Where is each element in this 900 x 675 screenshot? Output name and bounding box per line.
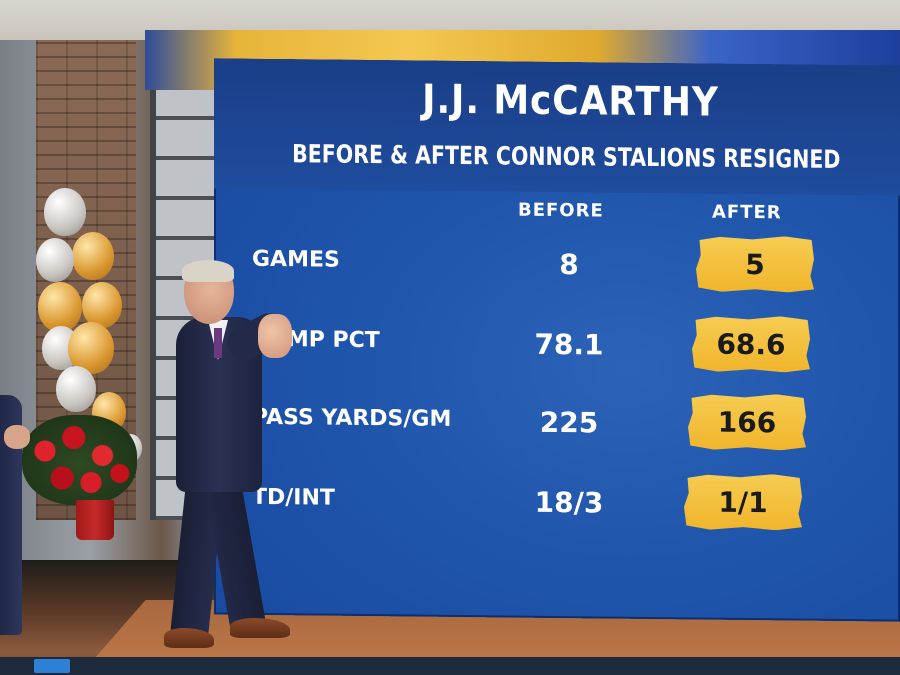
- stat-row-games: GAMES 8 5: [214, 230, 900, 307]
- graphic-title: J.J. McCARTHY: [422, 76, 719, 126]
- column-header-before: BEFORE: [518, 199, 604, 222]
- presenter-shoe: [230, 618, 290, 638]
- balloon: [38, 282, 82, 332]
- balloon: [68, 322, 114, 374]
- ticker-strip: [0, 657, 900, 675]
- flower-pot: [76, 500, 114, 540]
- second-presenter-partial: [0, 395, 22, 635]
- poinsettia-flowers: [22, 415, 137, 505]
- stat-after-value: 1/1: [684, 473, 802, 530]
- presenter-shoe: [164, 628, 214, 648]
- balloon: [36, 238, 74, 282]
- second-presenter-hand: [4, 425, 30, 449]
- column-header-after: AFTER: [712, 201, 782, 224]
- balloon: [44, 188, 86, 236]
- presenter-tie: [214, 328, 222, 358]
- graphic-subtitle: BEFORE & AFTER CONNOR STALIONS RESIGNED: [292, 139, 841, 174]
- stat-row-pass-yards: PASS YARDS/GM 225 166: [214, 388, 900, 465]
- presenter-hands: [258, 314, 292, 358]
- stat-before-value: 18/3: [534, 485, 604, 520]
- stat-after-value: 166: [688, 393, 806, 450]
- balloon: [82, 282, 122, 328]
- presenter-hair: [182, 260, 234, 282]
- stat-before-value: 8: [559, 248, 579, 282]
- stat-before-value: 225: [539, 405, 599, 440]
- balloon: [56, 366, 96, 412]
- stat-row-td-int: TD/INT 18/3 1/1: [214, 468, 900, 545]
- stat-after-value: 68.6: [692, 315, 810, 372]
- balloon: [72, 232, 114, 280]
- network-logo-icon: [34, 659, 70, 673]
- stat-after-value: 5: [696, 235, 814, 292]
- stats-graphic-screen: J.J. McCARTHY BEFORE & AFTER CONNOR STAL…: [214, 58, 900, 622]
- stat-row-comp-pct: COMP PCT 78.1 68.6: [214, 310, 900, 387]
- presenter: [160, 260, 300, 662]
- stat-before-value: 78.1: [534, 327, 604, 362]
